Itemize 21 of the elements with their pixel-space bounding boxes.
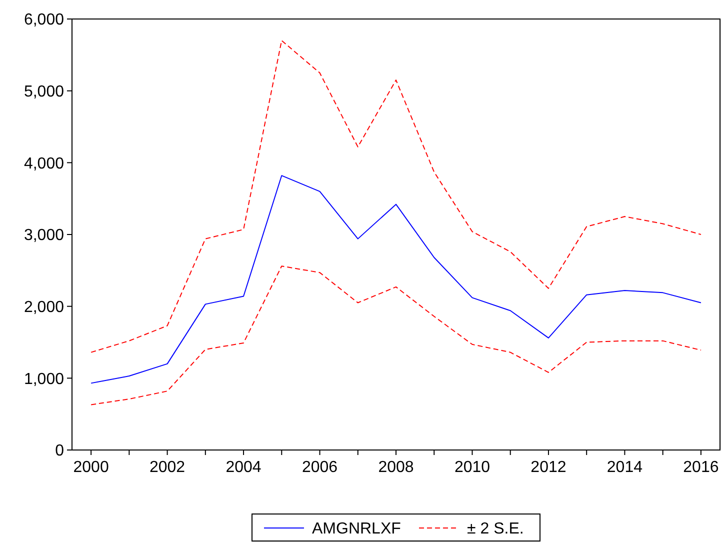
legend-label: AMGNRLXF [312, 520, 402, 538]
x-tick-label: 2002 [149, 459, 186, 476]
y-tick-label: 5,000 [24, 83, 64, 100]
y-tick-label: 1,000 [24, 370, 64, 388]
x-tick-label: 2000 [73, 459, 109, 476]
line-series [90, 40, 702, 353]
x-tick-label: 2012 [530, 459, 566, 476]
y-tick-label: 4,000 [24, 155, 64, 172]
line-series [90, 266, 702, 406]
y-tick-label: 0 [55, 442, 64, 460]
y-tick-label: 2,000 [24, 298, 64, 316]
x-tick-label: 2016 [683, 459, 719, 476]
x-tick-label: 2010 [454, 459, 490, 476]
y-tick-label: 6,000 [24, 12, 64, 29]
line-series [90, 175, 702, 384]
x-tick-label: 2004 [226, 459, 262, 476]
x-tick-label: 2008 [378, 459, 414, 476]
y-tick-label: 3,000 [24, 227, 64, 244]
x-tick-label: 2014 [606, 459, 643, 476]
x-tick-label: 2006 [302, 459, 338, 476]
legend-label: ± 2 S.E. [467, 520, 524, 538]
